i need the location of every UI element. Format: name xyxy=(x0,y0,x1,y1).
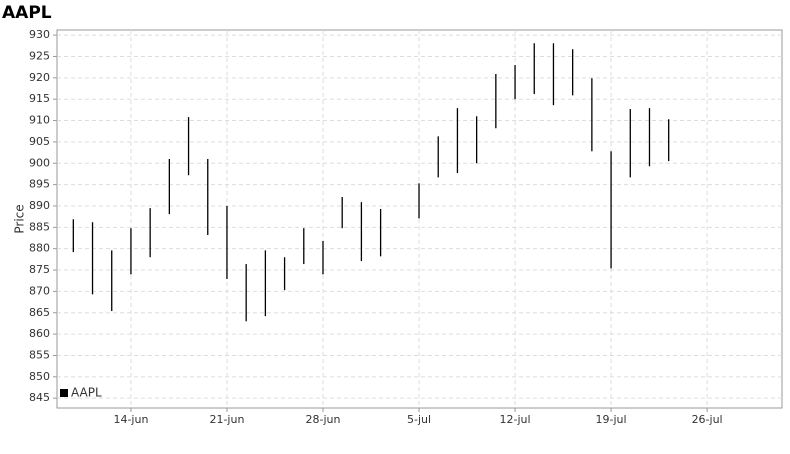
y-tick-label: 910 xyxy=(29,114,50,127)
legend-label: AAPL xyxy=(71,386,102,400)
y-tick-label: 900 xyxy=(29,156,50,169)
y-tick-label: 850 xyxy=(29,370,50,383)
y-tick-label: 880 xyxy=(29,242,50,255)
y-tick-label: 855 xyxy=(29,348,50,361)
y-tick-label: 875 xyxy=(29,263,50,276)
y-tick-label: 885 xyxy=(29,220,50,233)
x-tick-label: 21-jun xyxy=(209,413,244,426)
y-tick-label: 915 xyxy=(29,92,50,105)
x-tick-label: 28-jun xyxy=(306,413,341,426)
x-tick-label: 12-jul xyxy=(500,413,531,426)
y-tick-label: 920 xyxy=(29,71,50,84)
x-tick-label: 19-jul xyxy=(596,413,627,426)
y-tick-label: 905 xyxy=(29,135,50,148)
x-tick-label: 5-jul xyxy=(407,413,431,426)
x-tick-label: 14-jun xyxy=(113,413,148,426)
y-tick-label: 895 xyxy=(29,178,50,191)
y-axis-label: Price xyxy=(13,204,27,233)
y-tick-label: 890 xyxy=(29,199,50,212)
y-tick-label: 845 xyxy=(29,391,50,404)
y-tick-label: 930 xyxy=(29,28,50,41)
y-tick-label: 925 xyxy=(29,49,50,62)
x-tick-label: 26-jul xyxy=(692,413,723,426)
chart-title: AAPL xyxy=(2,3,52,23)
y-tick-label: 865 xyxy=(29,306,50,319)
legend-swatch xyxy=(60,389,68,397)
y-tick-label: 870 xyxy=(29,284,50,297)
y-tick-label: 860 xyxy=(29,327,50,340)
